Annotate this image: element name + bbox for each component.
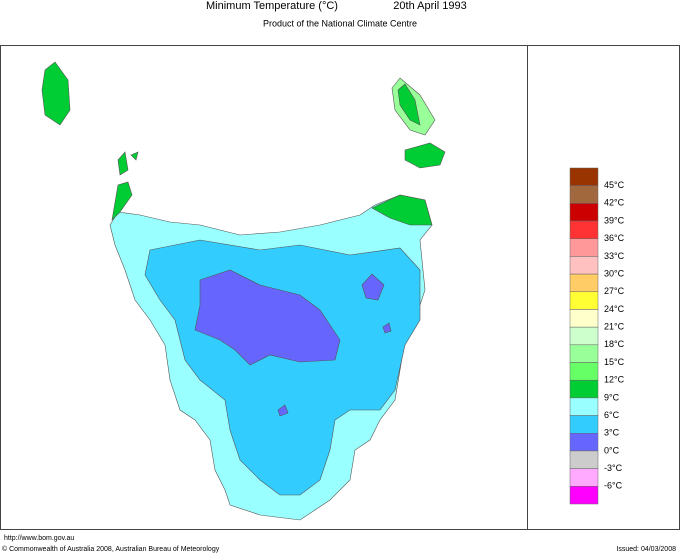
legend-label: 24°C — [604, 304, 625, 314]
legend-swatch — [569, 397, 599, 416]
legend-swatch — [569, 326, 599, 346]
king-island — [41, 61, 71, 126]
date: 20th April 1993 — [393, 0, 466, 12]
legend-swatch — [569, 185, 599, 204]
legend-swatch — [569, 203, 599, 222]
legend-swatch — [569, 291, 599, 310]
legend-label: 30°C — [604, 268, 625, 278]
legend-swatch — [569, 468, 599, 487]
cape-barren — [404, 142, 446, 169]
legend-label: 42°C — [604, 198, 625, 208]
legend-swatch — [569, 273, 599, 293]
legend-label: 39°C — [604, 215, 625, 225]
legend-label: 9°C — [604, 392, 620, 402]
legend-label: 0°C — [604, 445, 620, 455]
title: Minimum Temperature (°C) — [206, 0, 338, 12]
legend-label: 3°C — [604, 428, 620, 438]
legend-swatch — [569, 256, 599, 275]
legend-swatch — [569, 486, 599, 505]
legend-swatch — [569, 433, 599, 452]
legend-swatch — [569, 450, 599, 469]
footer-copyright: © Commonwealth of Australia 2008, Austra… — [2, 545, 220, 553]
footer-url: http://www.bom.gov.au — [4, 535, 74, 542]
zone-3-6 — [194, 269, 392, 417]
footer-issued: Issued: 04/03/2008 — [616, 546, 676, 553]
legend-label: 36°C — [604, 233, 625, 243]
legend-label: 33°C — [604, 251, 625, 261]
subtitle: Product of the National Climate Centre — [263, 18, 417, 28]
legend-swatch — [569, 167, 599, 186]
legend-swatch — [569, 238, 599, 257]
flinders-green — [397, 83, 421, 126]
legend-label: -3°C — [604, 463, 623, 473]
legend-label: 6°C — [604, 410, 620, 420]
legend-label: 15°C — [604, 357, 625, 367]
legend-swatch — [569, 220, 599, 239]
legend-label: 21°C — [604, 322, 625, 332]
ne-green — [371, 194, 433, 226]
legend: 45°C 42°C 39°C 36°C 33°C 30°C 27°C 24°C 21°C 18°C… — [569, 167, 625, 505]
map — [41, 61, 446, 521]
legend-swatch — [569, 379, 599, 399]
legend-label: 27°C — [604, 286, 625, 296]
legend-label: 12°C — [604, 375, 625, 385]
legend-label: -6°C — [604, 481, 623, 491]
legend-label: 18°C — [604, 339, 625, 349]
legend-swatch — [569, 415, 599, 434]
nw-green — [111, 181, 133, 221]
legend-swatch — [569, 309, 599, 328]
legend-swatch — [569, 362, 599, 381]
nw-islets — [117, 151, 139, 176]
legend-label: 45°C — [604, 180, 625, 190]
legend-swatch — [569, 344, 599, 363]
